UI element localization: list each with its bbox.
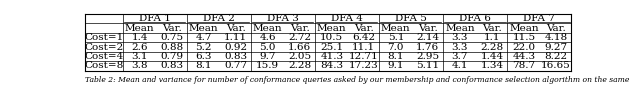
Text: 1.11: 1.11 xyxy=(224,33,247,42)
Text: Var.: Var. xyxy=(546,24,566,33)
Text: 0.75: 0.75 xyxy=(160,33,183,42)
Text: 1.1: 1.1 xyxy=(484,33,500,42)
Text: DFA 4: DFA 4 xyxy=(331,14,363,23)
Text: Var.: Var. xyxy=(482,24,502,33)
Text: Mean: Mean xyxy=(189,24,218,33)
Text: 1.66: 1.66 xyxy=(288,43,311,52)
Text: 15.9: 15.9 xyxy=(256,61,279,70)
Text: 41.3: 41.3 xyxy=(320,52,343,61)
Text: Cost=8: Cost=8 xyxy=(84,61,124,70)
Text: DFA 6: DFA 6 xyxy=(459,14,491,23)
Text: 16.65: 16.65 xyxy=(541,61,571,70)
Text: 3.3: 3.3 xyxy=(452,43,468,52)
Text: Mean: Mean xyxy=(445,24,475,33)
Text: 1.4: 1.4 xyxy=(131,33,148,42)
Text: 2.05: 2.05 xyxy=(288,52,311,61)
Text: Cost=2: Cost=2 xyxy=(84,43,124,52)
Text: 4.18: 4.18 xyxy=(545,33,568,42)
Text: 8.1: 8.1 xyxy=(388,52,404,61)
Text: 9.7: 9.7 xyxy=(259,52,276,61)
Text: 2.28: 2.28 xyxy=(480,43,504,52)
Text: 11.1: 11.1 xyxy=(352,43,376,52)
Text: 5.1: 5.1 xyxy=(388,33,404,42)
Text: Var.: Var. xyxy=(290,24,310,33)
Text: 5.2: 5.2 xyxy=(195,43,212,52)
Text: 6.3: 6.3 xyxy=(195,52,212,61)
Text: Mean: Mean xyxy=(509,24,539,33)
Text: Table 2: Mean and variance for number of conformance queries asked by our member: Table 2: Mean and variance for number of… xyxy=(85,76,629,84)
Text: 44.3: 44.3 xyxy=(513,52,536,61)
Text: Var.: Var. xyxy=(354,24,374,33)
Text: 4.7: 4.7 xyxy=(195,33,212,42)
Text: 0.88: 0.88 xyxy=(160,43,183,52)
Text: 8.1: 8.1 xyxy=(195,61,212,70)
Text: 2.95: 2.95 xyxy=(416,52,440,61)
Text: 1.76: 1.76 xyxy=(416,43,440,52)
Text: 9.27: 9.27 xyxy=(545,43,568,52)
Text: 0.92: 0.92 xyxy=(224,43,247,52)
Text: 0.79: 0.79 xyxy=(160,52,183,61)
Text: DFA 7: DFA 7 xyxy=(523,14,555,23)
Text: 8.22: 8.22 xyxy=(545,52,568,61)
Text: 12.71: 12.71 xyxy=(349,52,379,61)
Text: 3.3: 3.3 xyxy=(452,33,468,42)
Text: 2.14: 2.14 xyxy=(416,33,440,42)
Text: 10.5: 10.5 xyxy=(320,33,343,42)
Text: 5.0: 5.0 xyxy=(259,43,276,52)
Text: Mean: Mean xyxy=(125,24,154,33)
Text: 25.1: 25.1 xyxy=(320,43,343,52)
Text: Var.: Var. xyxy=(226,24,246,33)
Text: Mean: Mean xyxy=(381,24,411,33)
Text: 1.34: 1.34 xyxy=(480,61,504,70)
Text: Var.: Var. xyxy=(162,24,182,33)
Text: 0.83: 0.83 xyxy=(224,52,247,61)
Text: 4.6: 4.6 xyxy=(259,33,276,42)
Text: 4.1: 4.1 xyxy=(452,61,468,70)
Text: 6.42: 6.42 xyxy=(352,33,376,42)
Text: 3.1: 3.1 xyxy=(131,52,148,61)
Text: Cost=4: Cost=4 xyxy=(84,52,124,61)
Text: 9.1: 9.1 xyxy=(388,61,404,70)
Text: DFA 2: DFA 2 xyxy=(203,14,235,23)
Text: 22.0: 22.0 xyxy=(513,43,536,52)
Text: DFA 1: DFA 1 xyxy=(139,14,171,23)
Text: Var.: Var. xyxy=(418,24,438,33)
Text: 0.83: 0.83 xyxy=(160,61,183,70)
Text: DFA 3: DFA 3 xyxy=(267,14,299,23)
Text: 3.7: 3.7 xyxy=(452,52,468,61)
Text: 2.72: 2.72 xyxy=(288,33,311,42)
Text: 17.23: 17.23 xyxy=(349,61,379,70)
Text: 5.11: 5.11 xyxy=(416,61,440,70)
Text: DFA 5: DFA 5 xyxy=(395,14,427,23)
Text: 3.8: 3.8 xyxy=(131,61,148,70)
Text: Mean: Mean xyxy=(317,24,347,33)
Text: 84.3: 84.3 xyxy=(320,61,343,70)
Text: 2.6: 2.6 xyxy=(131,43,148,52)
Text: Cost=1: Cost=1 xyxy=(84,33,124,42)
Text: 1.44: 1.44 xyxy=(480,52,504,61)
Text: 0.77: 0.77 xyxy=(224,61,247,70)
Text: 78.7: 78.7 xyxy=(513,61,536,70)
Text: Mean: Mean xyxy=(253,24,282,33)
Text: 11.5: 11.5 xyxy=(513,33,536,42)
Text: 7.0: 7.0 xyxy=(388,43,404,52)
Text: 2.28: 2.28 xyxy=(288,61,311,70)
